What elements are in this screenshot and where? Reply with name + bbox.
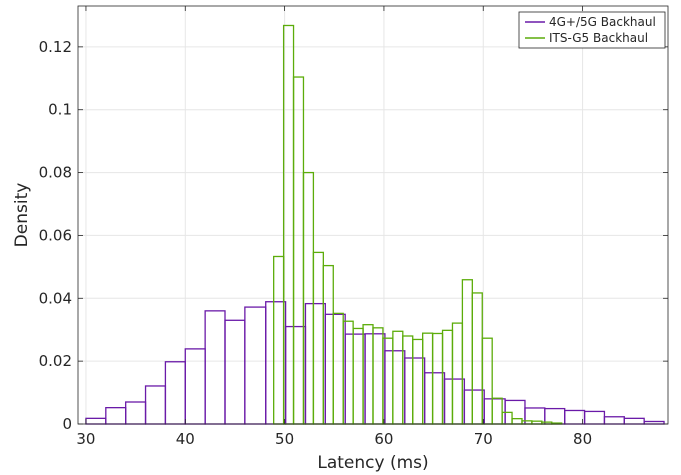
legend-label: ITS-G5 Backhaul — [549, 31, 648, 45]
x-tick-label: 60 — [374, 430, 393, 448]
x-tick-label: 50 — [275, 430, 294, 448]
x-tick-label: 70 — [474, 430, 493, 448]
ticks-layer: 30 40 50 60 70 80 0 0.02 0.04 0.06 0.08 0.1 0.12 — [39, 38, 593, 448]
axes-box — [77, 5, 669, 425]
y-tick-label: 0.08 — [39, 164, 72, 182]
y-axis-title: Density — [12, 183, 32, 248]
x-tick-label: 30 — [76, 430, 95, 448]
y-tick-label: 0.04 — [39, 289, 72, 307]
legend: 4G+/5G Backhaul ITS-G5 Backhaul — [518, 11, 666, 49]
y-tick-label: 0 — [62, 415, 72, 433]
y-tick-label: 0.1 — [48, 101, 72, 119]
x-tick-label: 40 — [176, 430, 195, 448]
y-tick-label: 0.12 — [39, 38, 72, 56]
x-tick-label: 80 — [573, 430, 592, 448]
y-tick-label: 0.02 — [39, 352, 72, 370]
legend-box — [518, 11, 666, 49]
axes-layer — [77, 5, 669, 425]
legend-label: 4G+/5G Backhaul — [549, 15, 656, 29]
y-tick-label: 0.06 — [39, 226, 72, 244]
x-axis-title: Latency (ms) — [317, 453, 428, 473]
